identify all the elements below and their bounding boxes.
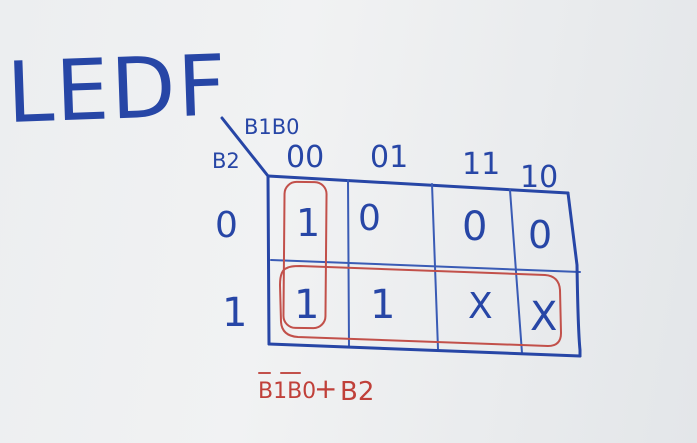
- kmap-corner-diagonal: [220, 116, 270, 178]
- heading-text: LEDF: [5, 36, 229, 142]
- cell-r1-c00: 1: [294, 282, 319, 328]
- expression-term2: B2: [340, 377, 374, 407]
- cell-r0-c00: 1: [296, 201, 320, 245]
- expression-plus: +: [314, 372, 337, 405]
- kmap-grid: [266, 174, 582, 358]
- row-header-1: 1: [222, 290, 247, 336]
- column-header-00: 00: [286, 140, 324, 175]
- cell-r1-c10: X: [530, 294, 557, 340]
- column-variables-label: B1B0: [244, 115, 300, 139]
- vertical-group-loop: [282, 180, 328, 330]
- horizontal-group-loop: [279, 265, 562, 347]
- column-header-11: 11: [462, 147, 500, 182]
- row-header-0: 0: [215, 205, 238, 246]
- cell-r0-c11: 0: [462, 204, 487, 250]
- row-variable-label: B2: [212, 149, 240, 173]
- cell-r1-c01: 1: [370, 282, 395, 328]
- column-header-01: 01: [370, 140, 408, 175]
- cell-r0-c10: 0: [528, 213, 552, 257]
- cell-r0-c01: 0: [358, 198, 381, 239]
- cell-r1-c11: X: [468, 286, 493, 327]
- expression-term1: B1B0: [258, 379, 316, 404]
- boolean-expression: B1B0 + B2: [258, 372, 374, 407]
